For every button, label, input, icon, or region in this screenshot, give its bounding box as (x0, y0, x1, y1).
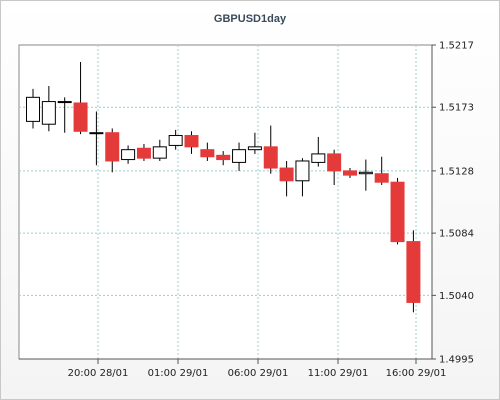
x-tick-label: 06:00 29/01 (228, 368, 289, 379)
y-tick-label: 1.4995 (439, 355, 474, 366)
y-tick-label: 1.5084 (439, 229, 474, 240)
candle-body-bearish (200, 149, 215, 158)
x-tick-label: 11:00 29/01 (308, 368, 369, 379)
candle-body-bullish (41, 101, 56, 125)
candle-body-bearish (343, 170, 357, 176)
candle-body-bullish (89, 132, 104, 135)
candle-body-bearish (374, 173, 389, 183)
candle (200, 142, 215, 161)
candle (311, 136, 326, 167)
candle-body-bullish (26, 96, 40, 122)
candle (184, 131, 199, 154)
y-tick-label: 1.5173 (439, 103, 474, 114)
chart-title: GBPUSD1day (213, 13, 287, 25)
candle (136, 144, 151, 161)
x-tick-label: 16:00 29/01 (386, 368, 447, 379)
candle-body-bearish (136, 147, 151, 159)
candle-body-bullish (232, 149, 247, 163)
candles (26, 61, 421, 313)
candle (232, 142, 247, 171)
candle-body-bullish (168, 135, 183, 146)
candle (279, 160, 294, 197)
candle-body-bullish (295, 160, 310, 182)
candle-body-bullish (247, 146, 262, 151)
candle (374, 156, 389, 186)
y-tick-label: 1.5040 (439, 291, 474, 302)
x-axis: 20:00 28/01 01:00 29/01 06:00 29/01 11:00 2… (19, 358, 447, 379)
candle-body-bullish (121, 149, 136, 161)
candle-body-bearish (390, 181, 405, 243)
candle (216, 151, 231, 166)
x-tick-label: 01:00 29/01 (148, 368, 209, 379)
candle (73, 61, 88, 135)
candle-body-bearish (263, 146, 278, 169)
y-tick-label: 1.5128 (439, 166, 474, 177)
candle-body-bearish (406, 241, 421, 303)
candle (152, 139, 167, 161)
candle (26, 88, 40, 129)
candle (390, 177, 405, 245)
candle (57, 97, 72, 133)
candle (89, 111, 104, 166)
candle (105, 128, 120, 173)
grid-lines (19, 45, 432, 359)
candle-body-bullish (358, 171, 373, 175)
candle (358, 159, 373, 191)
x-tick-label: 20:00 28/01 (68, 368, 129, 379)
candle-body-bearish (279, 167, 294, 182)
candle (327, 149, 342, 186)
candle-body-bullish (311, 153, 326, 163)
candle-body-bearish (327, 153, 342, 172)
candle (343, 168, 357, 178)
candle (406, 230, 421, 313)
candle-body-bullish (57, 101, 72, 104)
candle-body-bearish (73, 102, 88, 132)
candle-body-bearish (184, 135, 199, 148)
candle-body-bearish (216, 154, 231, 161)
candle (168, 129, 183, 150)
candle (121, 145, 136, 164)
candle-body-bearish (105, 132, 120, 162)
candle (295, 158, 310, 197)
y-axis: 1.5217 1.5173 1.5128 1.5084 1.5040 1.4995 (431, 41, 474, 366)
candle (41, 86, 56, 132)
candle-body-bullish (152, 146, 167, 159)
candle (247, 132, 262, 154)
y-tick-label: 1.5217 (439, 41, 474, 52)
candle (263, 125, 278, 174)
